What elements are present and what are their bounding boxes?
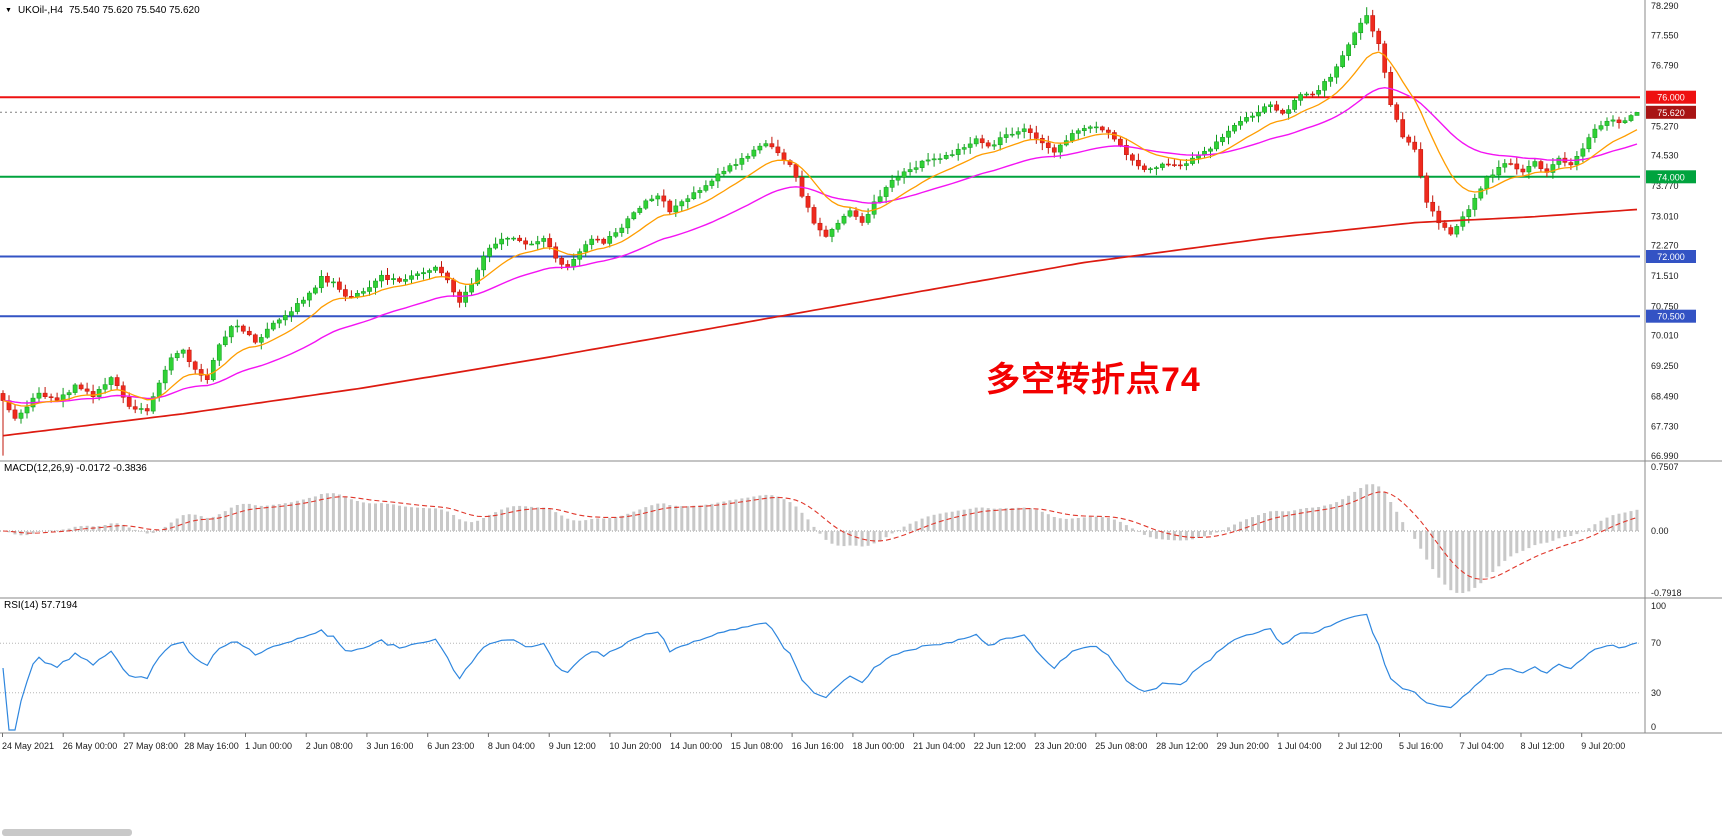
price-level-badge-76.000: 76.000 — [1646, 90, 1696, 104]
time-axis-label: 8 Jul 12:00 — [1521, 741, 1565, 751]
symbol-timeframe-label: UKOil-,H4 — [17, 5, 63, 16]
macd-axis-label: -0.7918 — [1651, 588, 1682, 598]
price-axis-label: 70.750 — [1651, 301, 1679, 311]
ohlc-values-label: 75.540 75.620 75.540 75.620 — [68, 5, 200, 16]
macd-signal-line — [2, 491, 1638, 580]
time-axis-label: 7 Jul 04:00 — [1460, 741, 1504, 751]
time-axis-label: 10 Jun 20:00 — [609, 741, 661, 751]
svg-text:76.000: 76.000 — [1657, 93, 1685, 103]
rsi-line — [2, 613, 1638, 731]
time-axis-label: 24 May 2021 — [2, 741, 54, 751]
macd-pane[interactable] — [0, 461, 1640, 598]
time-axis-label: 25 Jun 08:00 — [1095, 741, 1147, 751]
time-axis-label: 26 May 00:00 — [63, 741, 118, 751]
price-axis-label: 74.530 — [1651, 151, 1679, 161]
rsi-pane[interactable] — [0, 598, 1640, 733]
time-axis-label: 28 May 16:00 — [184, 741, 239, 751]
time-axis-label: 16 Jun 16:00 — [792, 741, 844, 751]
svg-text:72.000: 72.000 — [1657, 252, 1685, 262]
time-axis-label: 29 Jun 20:00 — [1217, 741, 1269, 751]
macd-histogram — [7, 484, 1639, 593]
price-axis-label: 71.510 — [1651, 271, 1679, 281]
price-axis-label: 73.010 — [1651, 211, 1679, 221]
price-axis-label: 72.270 — [1651, 241, 1679, 251]
time-axis-label: 2 Jun 08:00 — [306, 741, 353, 751]
price-level-badge-70.500: 70.500 — [1646, 309, 1696, 323]
svg-text:70.500: 70.500 — [1657, 312, 1685, 322]
price-axis-label: 69.250 — [1651, 361, 1679, 371]
time-axis-label: 3 Jun 16:00 — [366, 741, 413, 751]
time-axis-label: 9 Jun 12:00 — [549, 741, 596, 751]
ma-medium-line — [2, 86, 1638, 404]
price-axis-label: 73.770 — [1651, 181, 1679, 191]
macd-axis-label: 0.7507 — [1651, 462, 1679, 472]
macd-axis-label: 0.00 — [1651, 526, 1669, 536]
price-axis-label: 78.290 — [1651, 1, 1679, 11]
time-axis-label: 22 Jun 12:00 — [974, 741, 1026, 751]
macd-indicator-label: MACD(12,26,9) -0.0172 -0.3836 — [4, 463, 147, 474]
current-price-badge: 75.620 — [1646, 105, 1696, 119]
time-axis-label: 15 Jun 08:00 — [731, 741, 783, 751]
price-axis-label: 76.790 — [1651, 61, 1679, 71]
svg-text:75.620: 75.620 — [1657, 108, 1685, 118]
rsi-axis-label: 30 — [1651, 688, 1661, 698]
candlestick-series — [0, 7, 1640, 456]
rsi-axis-label: 0 — [1651, 722, 1656, 732]
time-axis-label: 6 Jun 23:00 — [427, 741, 474, 751]
time-axis-label: 21 Jun 04:00 — [913, 741, 965, 751]
price-axis-label: 77.550 — [1651, 31, 1679, 41]
time-axis-label: 27 May 08:00 — [124, 741, 179, 751]
time-axis[interactable]: 24 May 2021 26 May 00:00 27 May 08:00 28 Ma… — [2, 733, 1625, 751]
rsi-axis-label: 70 — [1651, 638, 1661, 648]
time-axis-label: 14 Jun 00:00 — [670, 741, 722, 751]
time-axis-label: 2 Jul 12:00 — [1338, 741, 1382, 751]
price-axis-label: 67.730 — [1651, 422, 1679, 432]
chart-annotation-text: 多空转折点74 — [986, 361, 1201, 399]
time-axis-label: 23 Jun 20:00 — [1035, 741, 1087, 751]
price-level-badge-74.000: 74.000 — [1646, 170, 1696, 184]
price-axis-label: 75.270 — [1651, 121, 1679, 131]
rsi-axis-label: 100 — [1651, 601, 1666, 611]
symbol-dropdown-icon: ▼ — [5, 6, 12, 14]
time-axis-label: 9 Jul 20:00 — [1581, 741, 1625, 751]
price-axis-label: 68.490 — [1651, 391, 1679, 401]
time-axis-label: 28 Jun 12:00 — [1156, 741, 1208, 751]
price-level-badge-72.000: 72.000 — [1646, 250, 1696, 263]
price-axis-label: 70.010 — [1651, 331, 1679, 341]
rsi-indicator-label: RSI(14) 57.7194 — [4, 600, 78, 611]
price-axis-label: 66.990 — [1651, 451, 1679, 461]
price-axis[interactable]: 78.29077.55076.79076.03075.27074.53073.7… — [1645, 0, 1722, 733]
horizontal-scrollbar[interactable] — [2, 829, 132, 836]
svg-text:74.000: 74.000 — [1657, 172, 1685, 182]
time-axis-label: 5 Jul 16:00 — [1399, 741, 1443, 751]
ma-fast-line — [2, 51, 1638, 407]
time-axis-label: 8 Jun 04:00 — [488, 741, 535, 751]
time-axis-label: 1 Jun 00:00 — [245, 741, 292, 751]
time-axis-label: 18 Jun 00:00 — [852, 741, 904, 751]
time-axis-label: 1 Jul 04:00 — [1278, 741, 1322, 751]
chart-title: ▼ UKOil-,H4 75.540 75.620 75.540 75.620 — [5, 5, 200, 16]
ma-slow-line — [2, 208, 1638, 437]
